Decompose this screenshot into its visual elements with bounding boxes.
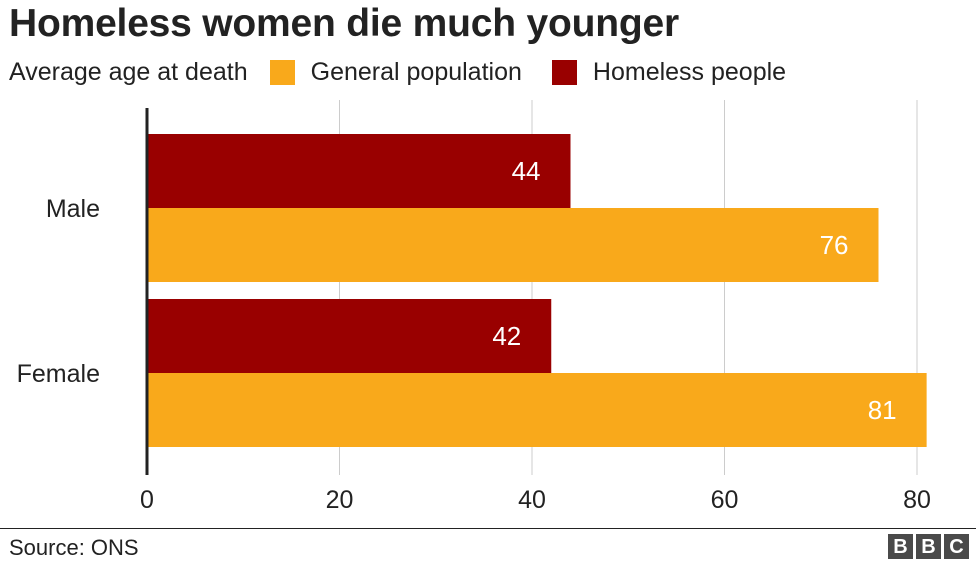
bar-chart: 44 76 Male 42 81 Female 0 20 40 60 80 <box>17 100 931 514</box>
category-label: Male <box>46 195 100 223</box>
bar-value-label: 44 <box>512 156 541 186</box>
bar <box>147 299 552 373</box>
chart-title: Homeless women die much younger <box>9 2 679 45</box>
legend-item-general-population: General population <box>269 57 522 87</box>
chart-subtitle: Average age at death <box>9 57 248 86</box>
legend: Average age at death General population … <box>9 54 816 90</box>
bar-value-label: 42 <box>492 321 521 351</box>
legend-swatch-homeless-people <box>551 59 577 85</box>
x-tick-label: 0 <box>140 486 154 514</box>
bbc-logo-letter: B <box>916 534 941 559</box>
bbc-logo-letter: B <box>888 534 913 559</box>
footer-divider <box>0 528 976 529</box>
x-tick-label: 60 <box>711 486 739 514</box>
bar <box>147 134 571 208</box>
bar-value-label: 76 <box>820 230 849 260</box>
legend-item-homeless-people: Homeless people <box>551 57 787 87</box>
x-tick-label: 20 <box>326 486 354 514</box>
legend-label-homeless-people: Homeless people <box>592 57 787 86</box>
bbc-logo: B B C <box>888 534 969 559</box>
bar <box>147 208 879 282</box>
legend-swatch-general-population <box>269 59 295 85</box>
bar-value-label: 81 <box>868 395 897 425</box>
x-tick-label: 40 <box>518 486 546 514</box>
bbc-logo-letter: C <box>944 534 969 559</box>
bar <box>147 373 927 447</box>
source-note: Source: ONS <box>9 535 139 560</box>
x-tick-label: 80 <box>903 486 931 514</box>
category-label: Female <box>17 360 100 388</box>
legend-label-general-population: General population <box>310 57 522 86</box>
